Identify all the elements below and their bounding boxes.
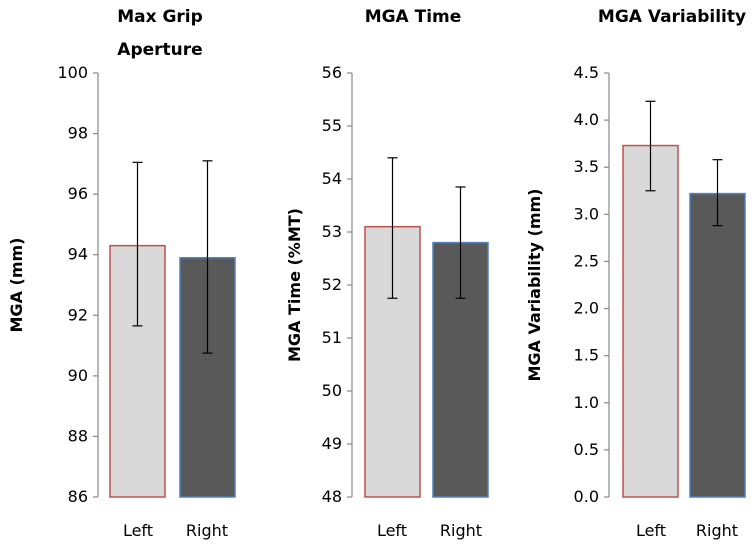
y-tick-label: 50 bbox=[322, 381, 342, 400]
y-tick-label: 96 bbox=[68, 184, 88, 203]
x-category-label: Left bbox=[123, 521, 153, 540]
y-tick-label: 53 bbox=[322, 222, 342, 241]
chart-panel-3: MGA Variability MGA Variability (mm) 0.0 0.… bbox=[525, 7, 746, 540]
x-category-label: Left bbox=[377, 521, 407, 540]
chart-panel-2: MGA Time MGA Time (%MT) 48 49 50 51 52 53 54 55 56… bbox=[285, 7, 489, 540]
error-bar-left bbox=[387, 157, 398, 299]
x-category-label: Right bbox=[440, 521, 482, 540]
y-tick-label: 4.0 bbox=[574, 110, 599, 129]
error-bar-right bbox=[455, 186, 466, 299]
y-tick-label: 98 bbox=[68, 124, 88, 143]
error-bar-left bbox=[645, 100, 656, 192]
y-tick-label: 0.5 bbox=[574, 440, 599, 459]
y-tick-label: 55 bbox=[322, 116, 342, 135]
y-tick-label: 0.0 bbox=[574, 487, 599, 506]
y-tick-label: 94 bbox=[68, 245, 88, 264]
y-tick-label: 100 bbox=[57, 63, 88, 82]
chart-title: Aperture bbox=[117, 40, 202, 60]
x-category-label: Right bbox=[696, 521, 738, 540]
y-tick-label: 49 bbox=[322, 434, 342, 453]
y-tick-label: 3.5 bbox=[574, 157, 599, 176]
chart-title: MGA Time bbox=[365, 7, 462, 27]
y-tick-label: 2.0 bbox=[574, 299, 599, 318]
chart-title: Max Grip bbox=[117, 7, 203, 27]
y-tick-label: 86 bbox=[68, 487, 88, 506]
y-axis-label: MGA (mm) bbox=[7, 238, 26, 333]
error-bar-right bbox=[712, 159, 723, 227]
y-tick-label: 90 bbox=[68, 366, 88, 385]
y-axis-label: MGA Variability (mm) bbox=[525, 188, 544, 381]
y-tick-label: 51 bbox=[322, 328, 342, 347]
y-tick-label: 1.0 bbox=[574, 393, 599, 412]
bar-left bbox=[622, 144, 679, 498]
y-tick-label: 88 bbox=[68, 426, 88, 445]
x-category-label: Left bbox=[636, 521, 666, 540]
chart-panel-1: Max Grip Aperture MGA (mm) 86 88 90 92 94 96 98 10… bbox=[7, 7, 236, 540]
y-tick-label: 4.5 bbox=[574, 63, 599, 82]
y-tick-label: 3.0 bbox=[574, 204, 599, 223]
y-tick-label: 56 bbox=[322, 63, 342, 82]
y-tick-label: 2.5 bbox=[574, 251, 599, 270]
y-tick-label: 52 bbox=[322, 275, 342, 294]
y-tick-label: 48 bbox=[322, 487, 342, 506]
y-tick-label: 1.5 bbox=[574, 346, 599, 365]
y-tick-label: 92 bbox=[68, 305, 88, 324]
error-bar-right bbox=[202, 160, 213, 354]
y-tick-label: 54 bbox=[322, 169, 342, 188]
x-category-label: Right bbox=[186, 521, 228, 540]
y-axis-label: MGA Time (%MT) bbox=[285, 208, 304, 362]
bar-right bbox=[689, 192, 746, 498]
error-bar-left bbox=[132, 161, 143, 327]
chart-title: MGA Variability bbox=[598, 7, 746, 27]
